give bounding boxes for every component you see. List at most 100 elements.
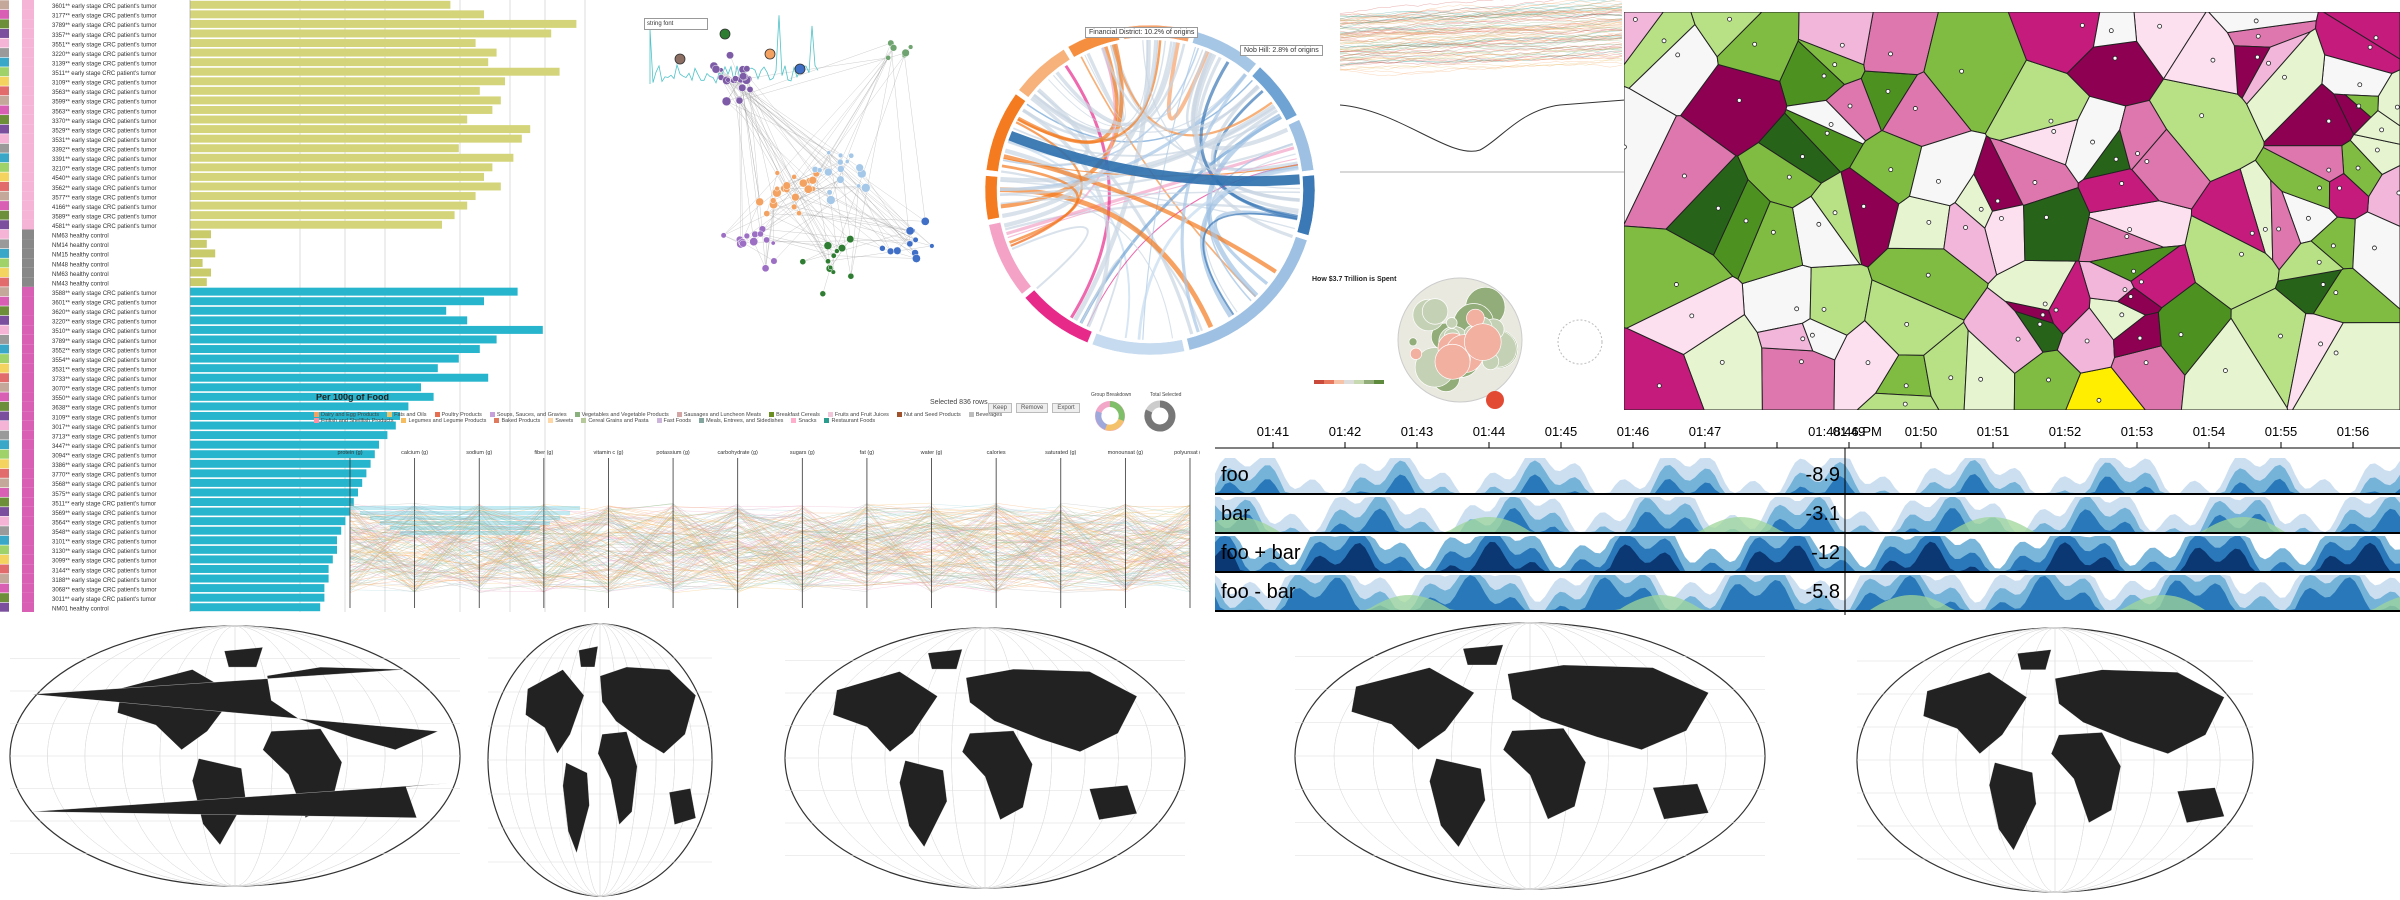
network-node[interactable] — [929, 243, 935, 249]
network-node[interactable] — [738, 83, 747, 92]
network-node[interactable] — [830, 269, 836, 275]
network-node[interactable] — [799, 258, 807, 265]
brush-selection[interactable] — [350, 506, 580, 510]
selection-export-button[interactable]: Export — [1052, 403, 1080, 413]
network-hub-node[interactable] — [674, 53, 686, 65]
bar[interactable] — [190, 517, 346, 526]
chord-group-arc[interactable] — [1251, 66, 1298, 121]
bar[interactable] — [190, 373, 489, 382]
chord-ribbon[interactable] — [1084, 45, 1126, 121]
bar[interactable] — [190, 201, 468, 210]
network-node[interactable] — [893, 246, 902, 255]
bubble[interactable] — [1464, 323, 1502, 361]
voronoi-cell[interactable] — [2064, 95, 2127, 184]
network-node[interactable] — [847, 272, 855, 280]
bar[interactable] — [190, 144, 459, 153]
legend-item[interactable]: Beverages — [968, 412, 1002, 418]
bar[interactable] — [190, 0, 451, 9]
map-projection-4[interactable] — [1294, 622, 1766, 890]
network-node[interactable] — [920, 216, 930, 226]
chord-ribbon-highlight[interactable] — [1008, 130, 1300, 187]
network-node[interactable] — [825, 258, 831, 265]
voronoi-cell[interactable] — [2343, 94, 2379, 118]
chord-ribbon[interactable] — [1142, 40, 1300, 190]
chord-ribbon[interactable] — [1037, 40, 1159, 131]
bar[interactable] — [190, 134, 522, 143]
network-node[interactable] — [908, 44, 914, 50]
bar[interactable] — [190, 182, 501, 191]
legend-item[interactable]: Fruits and Fruit Juices — [827, 412, 889, 418]
voronoi-cell[interactable] — [1791, 195, 1861, 269]
chord-ribbon[interactable] — [1064, 64, 1111, 319]
chord-ribbon[interactable] — [1022, 43, 1186, 140]
bar[interactable] — [190, 584, 325, 593]
legend-item[interactable]: Breakfast Cereals — [769, 412, 820, 418]
legend-item[interactable]: Dairy and Egg Products — [314, 412, 379, 418]
network-node[interactable] — [846, 235, 855, 244]
network-node[interactable] — [837, 165, 845, 173]
bar[interactable] — [190, 278, 207, 287]
chord-group-arc[interactable] — [1091, 332, 1185, 356]
bar[interactable] — [190, 153, 514, 162]
bar[interactable] — [190, 421, 396, 430]
voronoi-cell[interactable] — [2092, 12, 2138, 48]
voronoi-cell[interactable] — [2262, 145, 2345, 183]
voronoi-diagram[interactable] — [1624, 12, 2400, 410]
bubble[interactable] — [1486, 391, 1504, 409]
chord-ribbon[interactable] — [1001, 40, 1159, 218]
map-projection-5[interactable] — [1856, 627, 2254, 893]
network-node[interactable] — [912, 236, 919, 243]
brush-selection[interactable] — [360, 511, 570, 515]
bubble[interactable] — [1421, 298, 1449, 325]
voronoi-cell[interactable] — [2322, 12, 2400, 60]
bar[interactable] — [190, 431, 388, 440]
network-node[interactable] — [819, 290, 827, 297]
chord-ribbon[interactable] — [1000, 103, 1276, 183]
bar[interactable] — [190, 306, 447, 315]
chord-ribbon[interactable] — [1111, 44, 1273, 137]
chord-group-arc[interactable] — [985, 93, 1026, 172]
network-node[interactable] — [774, 185, 780, 192]
network-node[interactable] — [808, 176, 817, 185]
bar[interactable] — [190, 526, 342, 535]
bar[interactable] — [190, 402, 409, 411]
bar[interactable] — [190, 77, 505, 86]
bar[interactable] — [190, 574, 329, 583]
network-node[interactable] — [837, 152, 844, 159]
network-node[interactable] — [906, 240, 914, 248]
network-node[interactable] — [761, 264, 770, 273]
bar[interactable] — [190, 230, 211, 239]
chord-ribbon[interactable] — [1011, 225, 1089, 290]
bar[interactable] — [190, 478, 363, 487]
voronoi-cell[interactable] — [2119, 99, 2168, 171]
chord-ribbon[interactable] — [1022, 108, 1111, 328]
network-node[interactable] — [837, 158, 844, 166]
bar[interactable] — [190, 249, 216, 258]
voronoi-cell[interactable] — [2274, 269, 2343, 315]
bar[interactable] — [190, 459, 371, 468]
voronoi-cell[interactable] — [2116, 287, 2163, 316]
bubble[interactable] — [1409, 347, 1423, 360]
network-search-box[interactable]: string font — [644, 18, 708, 30]
chord-ribbon[interactable] — [1030, 96, 1194, 335]
network-node[interactable] — [757, 230, 764, 238]
chord-group-arc[interactable] — [1191, 31, 1257, 74]
brush-selection[interactable] — [390, 526, 540, 530]
chord-ribbon[interactable] — [1000, 180, 1296, 230]
network-node[interactable] — [901, 48, 910, 57]
network-hub-node[interactable] — [794, 63, 806, 75]
bubble[interactable] — [1408, 337, 1418, 347]
network-node[interactable] — [796, 210, 802, 217]
map-projection-1[interactable] — [9, 625, 461, 887]
network-node[interactable] — [823, 241, 833, 250]
voronoi-cell[interactable] — [1624, 327, 1705, 410]
network-node[interactable] — [749, 237, 759, 247]
legend-item[interactable]: Fast Foods — [656, 418, 691, 424]
bar[interactable] — [190, 125, 531, 134]
network-node[interactable] — [739, 239, 747, 248]
network-node[interactable] — [803, 184, 813, 194]
chord-ribbon[interactable] — [1052, 73, 1245, 133]
bar[interactable] — [190, 335, 497, 344]
bar[interactable] — [190, 172, 484, 181]
voronoi-cell[interactable] — [1801, 318, 1848, 361]
